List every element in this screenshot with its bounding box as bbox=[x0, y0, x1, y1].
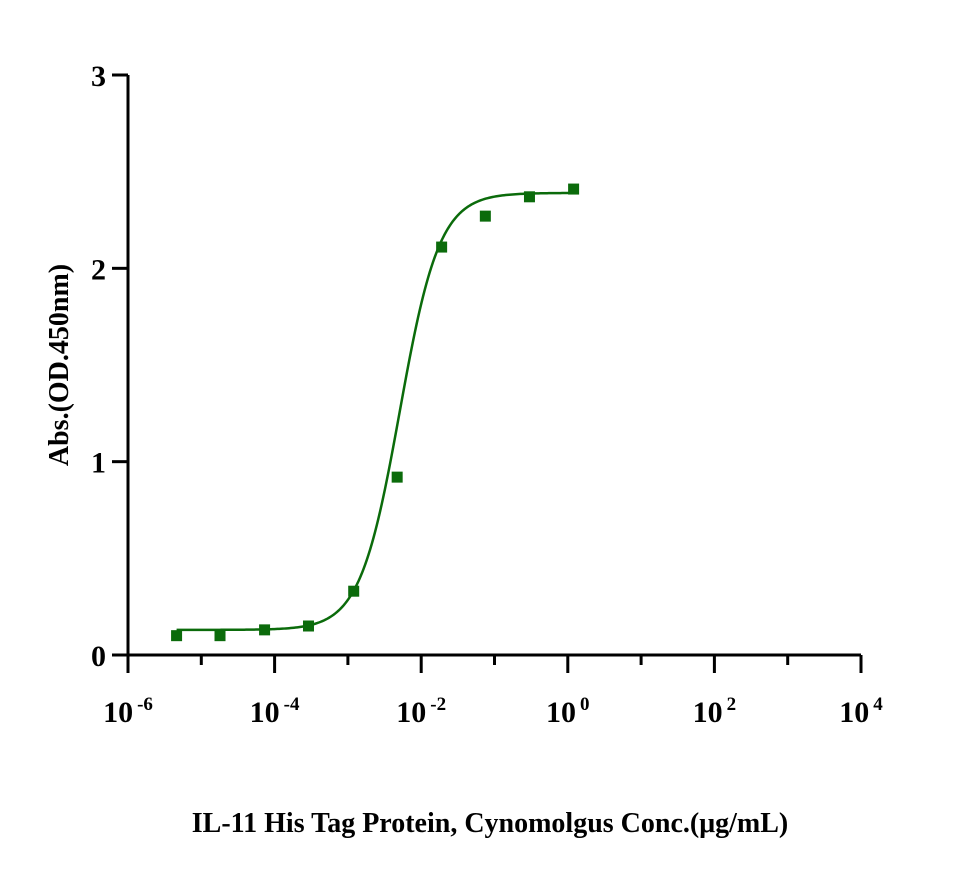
data-point bbox=[436, 241, 448, 253]
data-point bbox=[302, 620, 314, 632]
data-point bbox=[568, 183, 580, 195]
x-tick-label: 10 -6 bbox=[103, 694, 153, 729]
data-point bbox=[479, 210, 491, 222]
data-point bbox=[391, 471, 403, 483]
y-axis-title: Abs.(OD.450nm) bbox=[44, 264, 75, 466]
data-point bbox=[259, 624, 271, 636]
x-axis-title: IL-11 His Tag Protein, Cynomolgus Conc.(… bbox=[192, 808, 788, 839]
data-point bbox=[523, 191, 535, 203]
y-tick-label: 3 bbox=[91, 60, 106, 93]
x-tick-label: 10 0 bbox=[546, 694, 590, 729]
x-tick-label: 10 -2 bbox=[396, 694, 446, 729]
x-tick-label: 10 -4 bbox=[250, 694, 300, 729]
data-point bbox=[214, 630, 226, 642]
x-axis: 10 -6 10 -4 10 -2 10 0 10 2 10 4 bbox=[103, 653, 883, 729]
y-tick-label: 0 bbox=[91, 640, 106, 673]
data-point bbox=[348, 585, 360, 597]
y-axis: 0 1 2 3 bbox=[91, 60, 130, 673]
y-tick-label: 2 bbox=[91, 253, 106, 286]
x-tick-label: 10 2 bbox=[693, 694, 737, 729]
y-tick-label: 1 bbox=[91, 447, 106, 480]
data-point bbox=[171, 630, 183, 642]
fit-curve bbox=[176, 191, 574, 632]
plot-area bbox=[171, 183, 580, 642]
x-tick-label: 10 4 bbox=[839, 694, 883, 729]
